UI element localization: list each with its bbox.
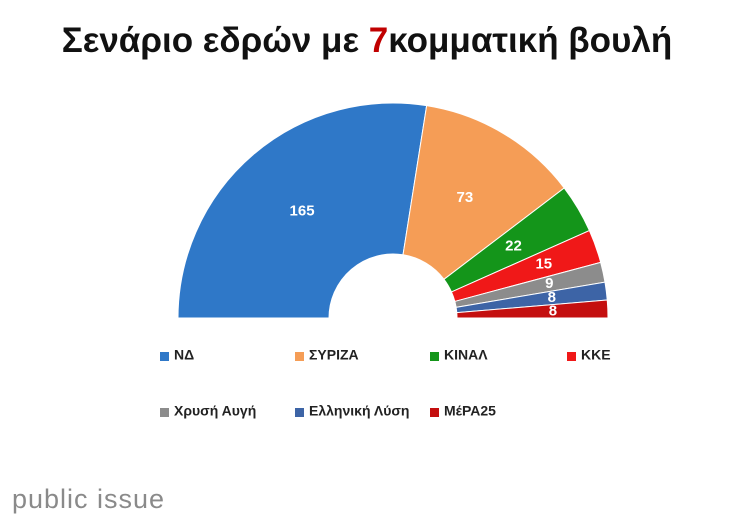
title-part: κομματική βουλή xyxy=(388,21,672,60)
legend-swatch xyxy=(160,408,169,417)
legend-swatch xyxy=(295,408,304,417)
data-label: 22 xyxy=(505,238,522,255)
data-label: 8 xyxy=(548,289,556,306)
slice xyxy=(456,299,609,319)
legend-label: ΜέΡΑ25 xyxy=(444,403,496,419)
legend-label: ΝΔ xyxy=(174,347,194,363)
legend-label: ΚΙΝΑΛ xyxy=(444,347,488,363)
legend-label: Χρυσή Αυγή xyxy=(174,403,256,419)
legend-label: ΚΚΕ xyxy=(581,347,611,363)
legend-swatch xyxy=(160,352,169,361)
data-label: 8 xyxy=(549,302,557,319)
legend-swatch xyxy=(567,352,576,361)
data-label: 9 xyxy=(545,275,553,292)
legend-label: Ελληνική Λύση xyxy=(309,403,409,419)
data-label: 15 xyxy=(535,256,552,273)
legend-label: ΣΥΡΙΖΑ xyxy=(309,347,359,363)
legend-swatch xyxy=(430,352,439,361)
legend-swatch xyxy=(430,408,439,417)
slice xyxy=(402,105,565,281)
title-part: 7 xyxy=(369,21,388,60)
title-part: Σενάριο εδρών με xyxy=(62,21,369,60)
data-label: 165 xyxy=(290,203,315,220)
source: public issue xyxy=(12,484,165,514)
slice xyxy=(177,102,428,319)
legend-swatch xyxy=(295,352,304,361)
data-label: 73 xyxy=(457,189,474,206)
chart-title: Σενάριο εδρών με 7κομματική βουλή xyxy=(62,21,673,60)
